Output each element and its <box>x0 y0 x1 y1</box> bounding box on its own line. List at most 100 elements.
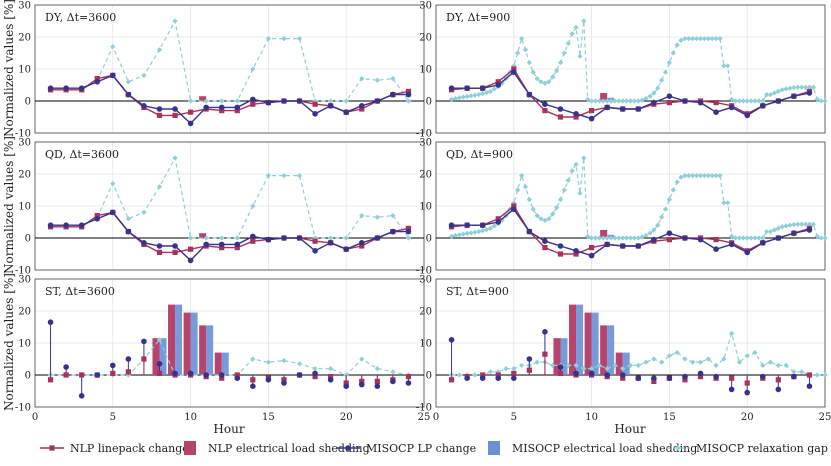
y-tick-label: -10 <box>416 403 432 414</box>
relaxation-gap-point <box>725 200 731 206</box>
nlp-linepack-point <box>557 370 564 376</box>
y-tick-label: 30 <box>18 275 31 286</box>
legend-item: MISOCP LP change <box>336 442 476 455</box>
relaxation-gap-point <box>405 98 412 104</box>
nlp-linepack-point <box>405 88 412 94</box>
misocp-lp-point <box>666 93 673 99</box>
relaxation-gap-point <box>748 235 754 241</box>
relaxation-gap-point <box>627 362 634 368</box>
relaxation-gap-point <box>343 98 349 104</box>
misocp-lp-point <box>682 235 688 241</box>
panel-2: -10 0 10 20 30 DY, Δt=900 <box>416 1 828 140</box>
misocp-lp-point <box>63 85 69 91</box>
nlp-linepack-point <box>250 101 256 107</box>
nlp-linepack-point <box>511 66 517 72</box>
misocp-lp-point <box>78 85 85 91</box>
misocp-lp-point <box>203 372 209 378</box>
misocp-lp-point <box>619 243 626 249</box>
nlp-linepack-point <box>511 370 517 376</box>
misocp-shedding-bar <box>175 304 183 375</box>
relaxation-gap-point <box>760 235 766 241</box>
relaxation-gap-point <box>573 362 579 368</box>
relaxation-gap-point <box>775 88 781 94</box>
misocp-lp-point <box>343 246 350 252</box>
misocp-lp-point <box>94 372 101 378</box>
relaxation-gap-point <box>172 155 178 161</box>
y-tick-label: 10 <box>419 65 432 76</box>
relaxation-gap-point <box>480 91 486 97</box>
legend-item: NLP electrical load shedding <box>184 441 370 455</box>
misocp-lp-point <box>619 372 626 378</box>
relaxation-gap-point <box>219 235 225 241</box>
misocp-lp-point <box>511 69 517 75</box>
relaxation-gap-point <box>752 235 758 241</box>
relaxation-gap-point <box>550 362 556 368</box>
relaxation-gap-point <box>592 98 599 104</box>
x-tick-label: 25 <box>819 412 831 423</box>
misocp-lp-point <box>172 106 178 112</box>
relaxation-gap-point <box>620 366 626 372</box>
panel-title: QD, Δt=3600 <box>45 148 119 161</box>
relaxation-gap-point <box>822 98 828 104</box>
relaxation-gap-point <box>822 235 828 241</box>
relaxation-gap-point <box>620 235 626 241</box>
relaxation-gap-point <box>627 235 634 241</box>
nlp-linepack-point <box>234 372 240 378</box>
relaxation-gap-point <box>472 372 478 378</box>
relaxation-gap-point <box>374 366 380 372</box>
misocp-lp-point <box>250 233 256 240</box>
relaxation-gap-point <box>643 359 649 365</box>
relaxation-gap-point <box>732 98 739 104</box>
misocp-lp-point <box>495 375 502 382</box>
relaxation-gap-point <box>709 173 715 179</box>
legend-swatch <box>184 441 196 455</box>
relaxation-gap-point <box>452 232 459 239</box>
relaxation-gap-point <box>795 84 801 90</box>
relaxation-gap-point <box>518 173 525 179</box>
misocp-lp-point <box>495 219 502 225</box>
misocp-lp-point <box>218 104 225 111</box>
relaxation-gap-point <box>709 36 715 42</box>
relaxation-gap-point <box>281 173 287 179</box>
legend-label: NLP linepack change <box>70 442 189 455</box>
relaxation-gap-point <box>604 98 610 104</box>
relaxation-gap-line <box>50 19 409 102</box>
misocp-lp-point <box>759 373 766 380</box>
relaxation-gap-point <box>596 362 602 368</box>
relaxation-gap-point <box>775 225 781 231</box>
relaxation-gap-point <box>534 359 540 365</box>
misocp-lp-point <box>265 236 272 243</box>
misocp-lp-point <box>526 356 533 362</box>
y-tick-label: 30 <box>419 275 432 286</box>
nlp-shedding-bar <box>152 338 160 375</box>
misocp-shedding-bar <box>159 338 167 375</box>
relaxation-gap-point <box>456 95 462 101</box>
misocp-shedding-bar <box>622 352 630 375</box>
relaxation-gap-point <box>534 213 540 219</box>
panel-1: -10 0 10 20 30 DY, Δt=3600 <box>15 1 425 140</box>
relaxation-gap-point <box>799 221 805 227</box>
relaxation-gap-point <box>705 356 711 362</box>
y-tick-label: 0 <box>25 234 31 245</box>
x-axis-label-right: Hour <box>614 422 645 436</box>
relaxation-gap-point <box>662 206 669 212</box>
misocp-lp-point <box>390 91 396 98</box>
relaxation-gap-point <box>760 98 766 104</box>
relaxation-gap-point <box>110 44 116 50</box>
misocp-lp-point <box>250 96 256 103</box>
relaxation-gap-point <box>787 222 793 228</box>
nlp-linepack-point <box>156 249 163 255</box>
misocp-lp-point <box>187 120 194 127</box>
misocp-lp-point <box>312 370 318 377</box>
relaxation-gap-point <box>515 50 521 56</box>
relaxation-gap-point <box>631 235 637 241</box>
misocp-lp-point <box>604 104 610 111</box>
relaxation-gap-point <box>814 233 820 239</box>
misocp-lp-point <box>775 235 782 241</box>
legend-label: NLP electrical load shedding <box>208 442 370 455</box>
x-axis-label-left: Hour <box>213 422 244 436</box>
nlp-linepack-point <box>480 372 486 378</box>
relaxation-gap-point <box>674 179 680 185</box>
misocp-lp-point <box>374 98 381 104</box>
misocp-lp-point <box>806 90 813 96</box>
